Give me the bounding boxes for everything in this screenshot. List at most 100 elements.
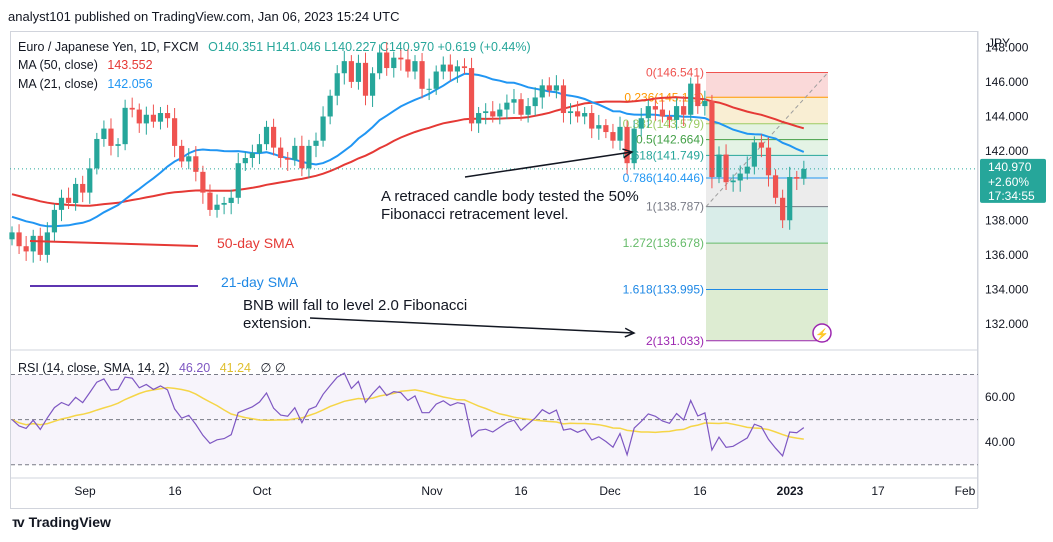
rsi-extra: ∅ ∅ [260,361,286,375]
fib-level-label: 1.272(136.678) [623,236,704,250]
candle-body [242,158,248,164]
candle-body [129,107,135,110]
candle-body [645,106,651,119]
candle-body [65,197,72,203]
candle-body [525,106,531,115]
candle-body [582,113,588,117]
ma50-legend[interactable]: MA (50, close) 143.552 [18,58,153,72]
candle-body [292,145,298,160]
candle-body [299,145,305,169]
candle-body [122,107,128,145]
rsi-line [11,372,805,458]
candle-body [737,173,743,181]
price-tick-label: 138.000 [985,213,1029,227]
price-tick-label: 134.000 [985,282,1029,296]
ma50-value: 143.552 [107,58,153,72]
candle-body [313,140,319,146]
ma21-label: MA (21, close) [18,77,98,91]
brand-name: TradingView [28,514,111,530]
candle-body [652,106,658,110]
candle-body [794,177,800,179]
candle-body [256,144,263,153]
candle-body [115,144,121,146]
candle-body [384,52,390,69]
candle-body [681,106,687,115]
time-tick-label: Oct [253,484,272,498]
candle-body [709,100,715,178]
fib-zone [706,123,828,140]
candle-body [518,99,524,115]
bnb-note: extension. [243,315,311,332]
publisher-line: analyst101 published on TradingView.com,… [8,9,400,24]
sma50-marker-line [29,240,199,247]
candle-body [483,111,489,114]
candle-body [631,128,637,164]
candle-body [589,113,595,129]
candle-body [772,175,779,198]
candle-body [355,62,362,82]
candle-body [320,116,326,141]
rsi-legend[interactable]: RSI (14, close, SMA, 14, 2) 46.20 41.24 … [18,360,286,375]
candle-body [610,132,616,141]
candle-body [164,113,171,119]
candle-body [476,113,482,124]
candle-body [263,126,270,145]
candle-body [341,61,347,74]
price-change-label: +2.60% [988,175,1029,189]
candle-body [235,163,241,198]
fib-zone [706,72,828,98]
candle-body [157,113,164,122]
symbol-title[interactable]: Euro / Japanese Yen, 1D, FXCM [18,40,199,54]
time-tick-label: Nov [421,484,442,498]
bnb-arrow-head [624,327,636,338]
ma21-legend[interactable]: MA (21, close) 142.056 [18,77,153,91]
rsi-tick-label: 60.00 [985,390,1015,404]
candle-body [58,197,65,210]
candle-body [447,64,453,72]
candle-body [638,118,644,129]
candle-body [172,118,178,146]
price-tick-label: 146.000 [985,75,1029,89]
candle-body [751,142,757,167]
candle-body [546,85,552,91]
candle-body [490,111,496,117]
candle-body [504,102,510,110]
fib-zone [706,139,828,156]
candle-body [716,154,722,178]
candle-body [44,232,50,255]
candle-body [348,61,354,82]
current-price-badge [980,158,1046,203]
ohlc-values: O140.351 H141.046 L140.227 C140.970 +0.6… [208,40,531,54]
ma21-value: 142.056 [107,77,153,91]
candle-body [80,183,86,193]
time-tick-label: Feb [955,484,976,498]
candle-body [369,73,376,96]
candle-body [695,83,701,107]
tradingview-brand[interactable]: ᴛv TradingView [12,514,111,530]
time-tick-label: 17 [871,484,885,498]
sma21-annotation: 21-day SMA [221,274,299,290]
rsi-tick-label: 40.00 [985,435,1015,449]
candle-body [596,125,602,129]
candle-body [377,52,383,74]
candle-body [398,57,404,60]
candle-body [214,204,220,210]
candle-body [440,64,446,72]
fib-level-label: 0.786(140.446) [623,171,704,185]
candle-body [532,97,538,107]
bnb-arrow [309,317,635,334]
price-tick-label: 136.000 [985,248,1029,262]
retrace-arrow-head [622,148,634,159]
candle-body [87,168,93,193]
price-tick-label: 144.000 [985,109,1029,123]
candle-body [207,192,213,210]
candle-body [617,126,623,141]
candle-body [285,158,291,160]
fib-zone [706,177,828,207]
candle-body [744,166,750,174]
time-tick-label: Dec [599,484,620,498]
candle-body [688,83,694,115]
fib-level-label: 1(138.787) [646,200,704,214]
candle-body [51,209,58,233]
